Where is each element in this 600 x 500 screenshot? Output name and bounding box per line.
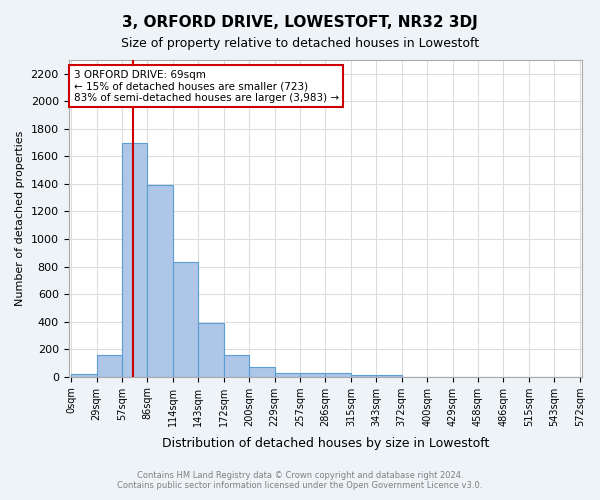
Text: Contains HM Land Registry data © Crown copyright and database right 2024.
Contai: Contains HM Land Registry data © Crown c… xyxy=(118,470,482,490)
Bar xyxy=(275,372,300,376)
Bar xyxy=(173,262,198,376)
Bar xyxy=(224,354,249,376)
Bar xyxy=(198,323,224,376)
Bar xyxy=(71,374,97,376)
Bar xyxy=(148,186,173,376)
X-axis label: Distribution of detached houses by size in Lowestoft: Distribution of detached houses by size … xyxy=(162,437,489,450)
Bar xyxy=(351,374,376,376)
Text: 3 ORFORD DRIVE: 69sqm
← 15% of detached houses are smaller (723)
83% of semi-det: 3 ORFORD DRIVE: 69sqm ← 15% of detached … xyxy=(74,70,339,102)
Bar xyxy=(249,367,275,376)
Y-axis label: Number of detached properties: Number of detached properties xyxy=(15,130,25,306)
Bar xyxy=(300,372,325,376)
Bar xyxy=(97,356,122,376)
Text: 3, ORFORD DRIVE, LOWESTOFT, NR32 3DJ: 3, ORFORD DRIVE, LOWESTOFT, NR32 3DJ xyxy=(122,15,478,30)
Bar xyxy=(325,372,351,376)
Text: Size of property relative to detached houses in Lowestoft: Size of property relative to detached ho… xyxy=(121,38,479,51)
Bar xyxy=(122,142,148,376)
